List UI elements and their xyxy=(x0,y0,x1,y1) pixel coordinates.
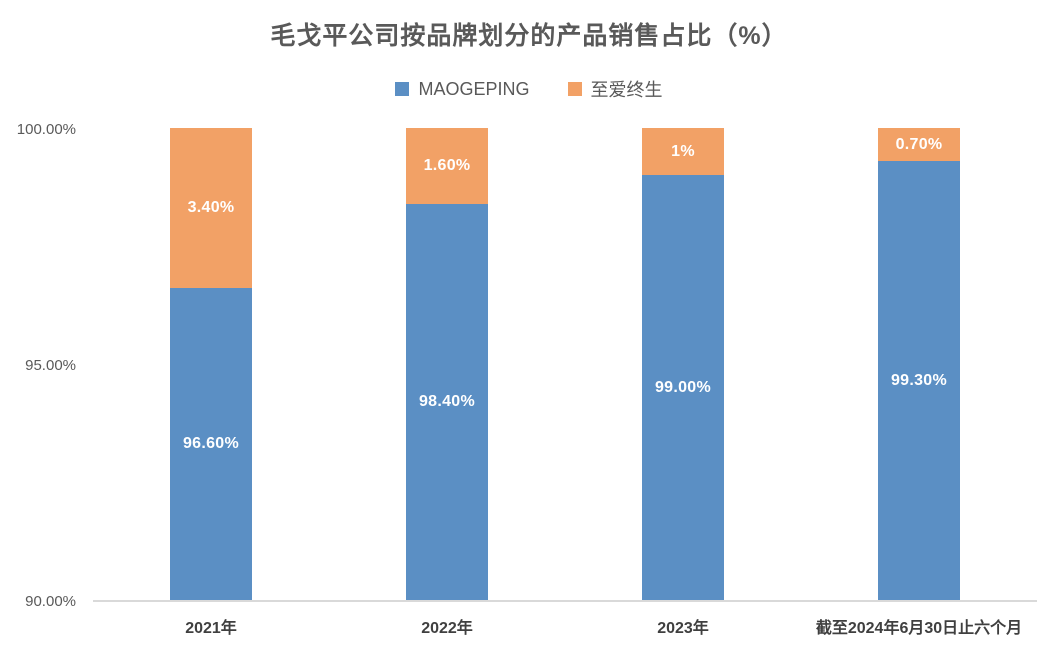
bar-segment-series0: 96.60% xyxy=(170,288,252,600)
bar-column: 1% 99.00% xyxy=(565,128,801,600)
data-label: 96.60% xyxy=(182,435,240,453)
legend-item-1: 至爱终生 xyxy=(567,76,663,102)
bar-segment-series1: 1.60% xyxy=(406,128,488,204)
data-label: 1% xyxy=(671,142,695,160)
bar-column: 0.70% 99.30% xyxy=(801,128,1037,600)
x-axis-labels: 2021年 2022年 2023年 截至2024年6月30日止六个月 xyxy=(93,614,1037,638)
data-label: 98.40% xyxy=(418,392,476,410)
chart-title: 毛戈平公司按品牌划分的产品销售占比（%） xyxy=(270,22,788,50)
bar-segment-series1: 1% xyxy=(642,128,724,176)
bar-segment-series0: 98.40% xyxy=(406,203,488,600)
bar-segment-series0: 99.00% xyxy=(642,175,724,600)
stacked-bar: 1% 99.00% xyxy=(642,128,724,600)
legend-label: 至爱终生 xyxy=(590,80,663,100)
plot-area: 3.40% 96.60% 1.60% 98.40% 1% 99.00% 0.70% 99.30… xyxy=(93,128,1037,602)
y-tick-label: 95.00% xyxy=(25,357,76,374)
x-axis-label: 2022年 xyxy=(421,620,473,637)
legend-label: MAOGEPING xyxy=(418,78,530,99)
bar-column: 1.60% 98.40% xyxy=(329,128,565,600)
x-axis-label: 截至2024年6月30日止六个月 xyxy=(815,620,1023,637)
legend-swatch-icon xyxy=(567,82,582,96)
legend-swatch-icon xyxy=(395,82,410,96)
stacked-bar: 3.40% 96.60% xyxy=(170,128,252,600)
data-label: 3.40% xyxy=(187,199,235,217)
bar-segment-series1: 0.70% xyxy=(878,128,960,162)
y-tick-label: 100.00% xyxy=(16,121,76,138)
x-axis-label: 2021年 xyxy=(185,620,237,637)
y-tick-label: 90.00% xyxy=(25,593,76,610)
stacked-bar: 1.60% 98.40% xyxy=(406,128,488,600)
data-label: 1.60% xyxy=(423,156,471,174)
legend-item-0: MAOGEPING xyxy=(395,78,530,100)
data-label: 0.70% xyxy=(895,135,943,153)
legend: MAOGEPING 至爱终生 xyxy=(0,76,1058,102)
stacked-bar: 0.70% 99.30% xyxy=(878,128,960,600)
data-label: 99.30% xyxy=(890,371,948,389)
x-axis-label: 2023年 xyxy=(657,620,709,637)
bar-column: 3.40% 96.60% xyxy=(93,128,329,600)
data-label: 99.00% xyxy=(654,378,712,396)
bar-segment-series1: 3.40% xyxy=(170,128,252,289)
bar-segment-series0: 99.30% xyxy=(878,161,960,600)
